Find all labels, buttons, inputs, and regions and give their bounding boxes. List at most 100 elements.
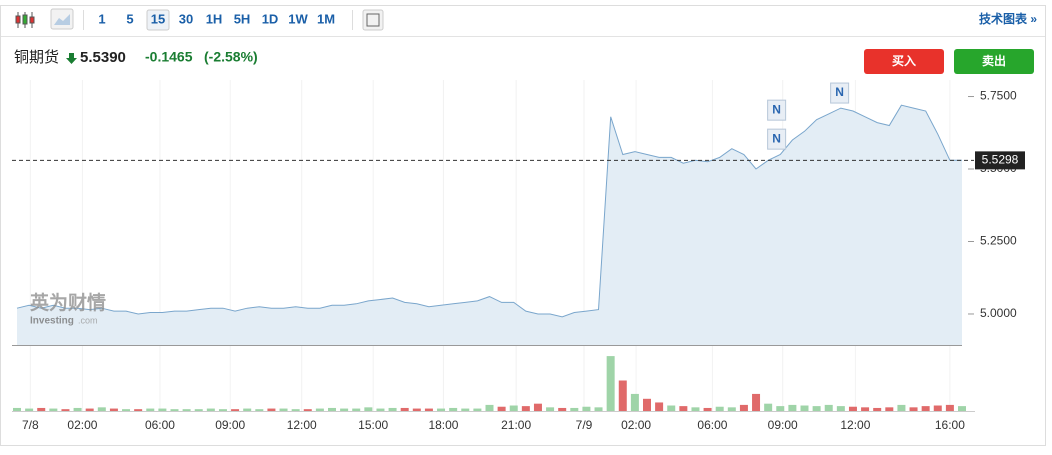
volume-bar [158,408,167,411]
volume-bar [764,403,773,411]
area-icon-shape [54,14,70,25]
volume-bar [13,407,21,411]
candle-icon[interactable] [15,12,35,28]
volume-bar [897,404,906,411]
volume-bar [412,408,421,411]
news-marker[interactable] [830,82,850,104]
volume-bar [437,408,446,411]
x-tick-label: 7/8 [22,418,39,432]
sell-label[interactable]: 卖出 [982,53,1006,68]
volume-bar [921,406,930,411]
area-fill [17,105,962,345]
y-tick-label: 5.7500 [980,89,1017,103]
volume-bar [958,406,966,411]
x-tick-label: 06:00 [145,418,175,432]
plot: 7/8 02:00 06:00 09:00 12:00 15:00 18:00 21:00 7/… [12,80,1025,432]
interval-button[interactable]: 30 [179,11,193,26]
table-icon-shape [366,13,380,27]
volume-bar [703,407,712,411]
volume-bar [364,407,373,411]
x-tick-label: 12:00 [287,418,317,432]
technical-chart-link[interactable]: 技术图表 » [979,11,1037,26]
watermark-cn: 英为财情 [30,291,106,314]
volume-bar [303,409,312,411]
watermark-suffix: .com [78,315,98,325]
volume-bar [667,405,676,411]
news-marker-label[interactable]: N [835,85,844,99]
interval-button[interactable]: 15 [151,11,165,26]
volume-bar [109,408,118,411]
volume-bar [533,403,542,411]
x-tick-label: 15:00 [358,418,388,432]
volume-bar [679,406,688,411]
interval-button[interactable]: 1 [98,11,105,26]
volume-bar [424,408,433,411]
watermark-en: Investing [30,316,74,327]
interval-button[interactable]: 1D [262,11,279,26]
volume-bar [788,404,797,411]
x-tick-label: 7/9 [576,418,593,432]
interval-active [146,9,170,31]
volume-bar [291,409,300,411]
volume-bar [558,407,567,411]
volume-bar [485,404,494,411]
volume-bar [315,408,324,411]
volume-bar [521,406,530,411]
volume-bar [630,393,639,411]
volume-bar [194,409,203,411]
interval-button[interactable]: 5H [234,11,251,26]
price: 5.5390 [80,49,126,66]
volume-bar [582,406,591,411]
volume-bar [340,408,349,411]
volume-bar [388,407,397,411]
x-tick-label: 12:00 [840,418,870,432]
news-marker[interactable] [767,128,787,150]
x-tick-label: 21:00 [501,418,531,432]
last-price-label: 5.5298 [982,153,1019,167]
x-tick-label: 16:00 [935,418,965,432]
volume-bar [49,408,58,411]
table-icon[interactable] [362,9,384,31]
news-marker[interactable] [767,99,787,121]
volume-bar [945,404,954,411]
x-tick-label: 02:00 [621,418,651,432]
x-tick-label: 02:00 [67,418,97,432]
price-line [16,104,962,318]
news-marker-label[interactable]: N [772,102,781,116]
volume-bar [570,407,579,411]
volume-bar [800,405,809,411]
volume-bar [206,408,215,411]
news-marker-label[interactable]: N [772,131,781,145]
volume-bar [618,380,627,411]
interval-button[interactable]: 1M [317,11,335,26]
volume-bar [606,356,615,411]
volume-bar [594,407,603,411]
interval-button[interactable]: 1W [288,11,308,26]
instrument-name: 铜期货 [14,49,59,66]
interval-button[interactable]: 5 [126,11,133,26]
volume-bar [352,408,361,411]
buy-button[interactable] [864,49,944,74]
volume-bar [776,406,785,411]
volume-bar [861,407,870,411]
volume-bar [739,404,748,411]
volume-bar [449,407,458,411]
volume-bar [146,408,155,411]
volume-bar [873,407,882,411]
sell-button[interactable] [954,49,1034,74]
volume-bar [546,407,555,411]
volume-bar [509,405,518,411]
volume-bar [812,406,821,411]
volume-bar [61,409,70,411]
volume-bar [643,398,651,411]
buy-label[interactable]: 买入 [892,54,916,68]
volume-bar [836,406,845,411]
volume-bar [279,408,288,411]
volume-bar [255,409,264,411]
volume-bar [267,408,276,411]
interval-button[interactable]: 1H [206,11,223,26]
volume-bar [218,409,227,411]
volume-bar [715,406,724,411]
